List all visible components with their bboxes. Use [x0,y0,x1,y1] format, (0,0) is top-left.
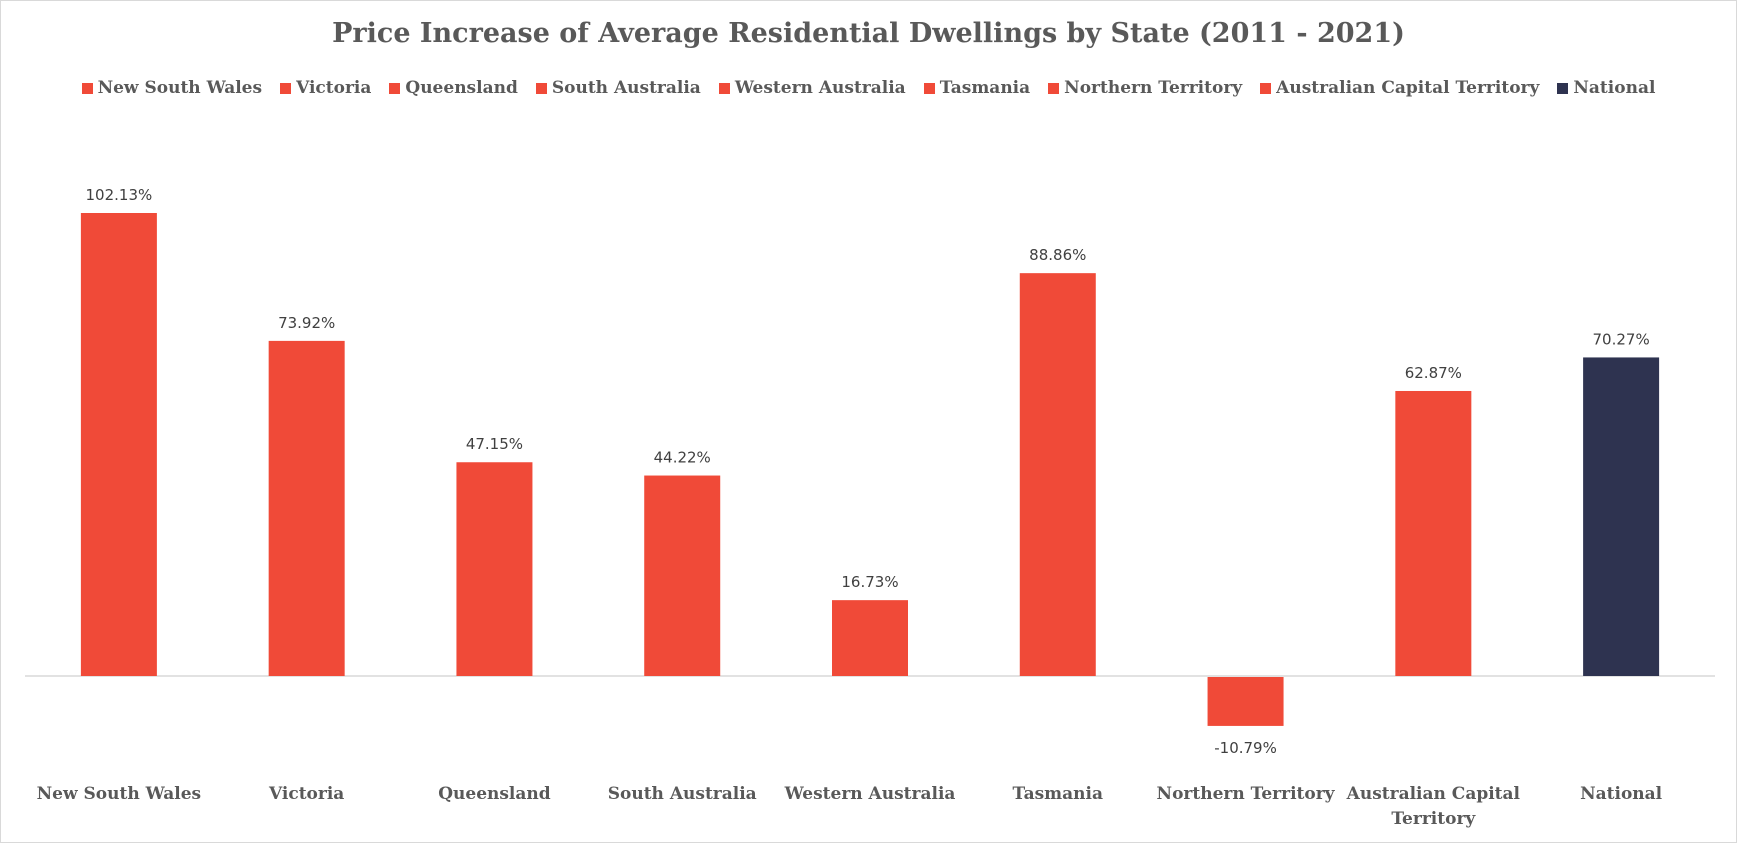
legend-swatch [718,82,730,94]
category-label-line: Victoria [268,784,344,804]
legend-swatch [1260,82,1272,94]
data-label: 62.87% [1405,364,1462,382]
legend-item: New South Wales [81,78,263,98]
legend-item: Northern Territory [1048,78,1242,98]
legend-item: Australian Capital Territory [1260,78,1539,98]
category-label-line: Northern Territory [1157,784,1336,804]
chart-legend: New South Wales Victoria Queensland South A… [0,78,1737,98]
legend-item: Western Australia [718,78,906,98]
legend-label: Western Australia [734,78,906,98]
legend-swatch [81,82,93,94]
bar [1395,390,1472,676]
legend-swatch [280,82,292,94]
legend-label: Queensland [405,78,518,98]
legend-item: South Australia [535,78,701,98]
data-label: 16.73% [841,573,898,591]
category-label-line: Australian Capital [1346,784,1521,804]
bar [1019,273,1096,676]
bar [1583,357,1660,676]
legend-swatch [1048,82,1060,94]
category-label: New South Wales [37,784,202,804]
category-label: Australian Capital Territory [1346,784,1521,829]
data-label: -10.79% [1214,739,1277,757]
legend-label: Victoria [296,78,372,98]
bar [80,213,157,676]
category-label-line: Western Australia [784,784,956,804]
bar [1207,677,1284,726]
category-label: National [1580,784,1663,804]
bar [268,340,345,676]
category-label: Western Australia [784,784,956,804]
legend-label: Northern Territory [1064,78,1243,98]
chart-title: Price Increase of Average Residential Dw… [332,18,1405,49]
category-label-line: South Australia [608,784,757,804]
category-label-line: National [1580,784,1663,804]
data-label: 47.15% [466,435,523,453]
bar [644,475,721,676]
legend-label: Australian Capital Territory [1276,78,1540,98]
legend-swatch [1557,82,1569,94]
data-label: 102.13% [86,186,153,204]
category-label: Victoria [268,784,344,804]
legend-swatch [923,82,935,94]
legend-item: National [1557,78,1655,98]
bar [832,600,908,676]
legend-item: Victoria [280,78,371,98]
legend-swatch [535,82,547,94]
bar [456,462,533,676]
category-label: Queensland [438,784,551,804]
legend-item: Queensland [389,78,518,98]
data-label: 70.27% [1593,330,1650,348]
legend-swatch [389,82,401,94]
data-label: 88.86% [1029,246,1086,264]
legend-item: Tasmania [923,78,1031,98]
legend-label: National [1573,78,1656,98]
category-label-line: Tasmania [1013,784,1103,804]
category-label: South Australia [608,784,757,804]
category-label-line: Queensland [438,784,551,804]
legend-label: South Australia [551,78,701,98]
data-label: 73.92% [278,314,335,332]
legend-label: New South Wales [97,78,263,98]
category-label-line: New South Wales [37,784,202,804]
category-label: Northern Territory [1157,784,1336,804]
category-label: Tasmania [1013,784,1103,804]
legend-label: Tasmania [939,78,1031,98]
data-label: 44.22% [654,449,711,467]
category-label-line: Territory [1391,809,1476,829]
